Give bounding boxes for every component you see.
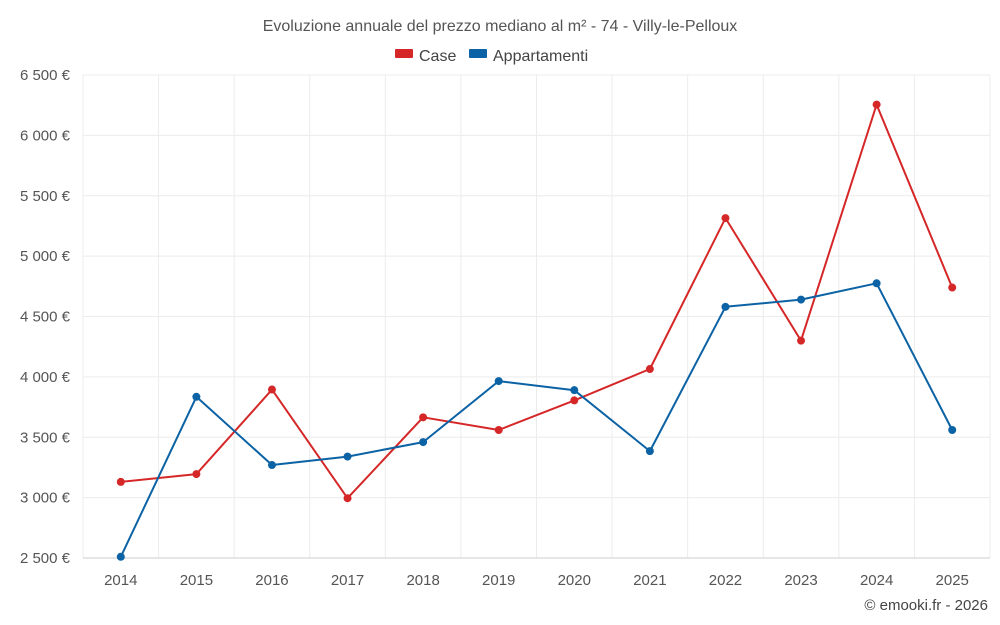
y-tick-label: 3 500 € <box>20 429 71 446</box>
legend-label-case: Case <box>419 48 456 65</box>
y-tick-label: 6 500 € <box>20 67 71 84</box>
data-point-case[interactable] <box>419 413 428 422</box>
data-point-appartamenti[interactable] <box>570 386 579 395</box>
data-point-appartamenti[interactable] <box>948 426 957 435</box>
data-point-case[interactable] <box>872 100 881 109</box>
x-axis-ticks: 2014 2015 2016 2017 2018 2019 2020 2021 2022 2023… <box>104 572 969 589</box>
legend-swatch-case <box>395 49 413 58</box>
x-tick-label: 2015 <box>180 572 213 589</box>
y-tick-label: 5 500 € <box>20 188 71 205</box>
legend-item-appartamenti[interactable]: Appartamenti <box>469 48 588 65</box>
data-point-appartamenti[interactable] <box>872 279 881 288</box>
data-point-appartamenti[interactable] <box>267 461 276 470</box>
data-point-case[interactable] <box>797 336 806 345</box>
x-tick-label: 2021 <box>633 572 666 589</box>
x-gridlines <box>82 75 991 558</box>
y-tick-label: 2 500 € <box>20 550 71 567</box>
data-point-case[interactable] <box>570 396 579 405</box>
data-point-appartamenti[interactable] <box>721 302 730 311</box>
data-point-appartamenti[interactable] <box>419 438 428 447</box>
legend: Case Appartamenti <box>395 48 588 65</box>
y-tick-label: 4 000 € <box>20 369 71 386</box>
x-tick-label: 2022 <box>709 572 742 589</box>
y-tick-label: 4 500 € <box>20 309 71 326</box>
data-point-appartamenti[interactable] <box>116 552 125 561</box>
legend-item-case[interactable]: Case <box>395 48 456 65</box>
y-tick-label: 6 000 € <box>20 127 71 144</box>
x-tick-label: 2018 <box>406 572 439 589</box>
data-point-appartamenti[interactable] <box>494 377 503 386</box>
data-point-appartamenti[interactable] <box>343 452 352 461</box>
x-tick-label: 2014 <box>104 572 137 589</box>
series-case <box>116 100 957 503</box>
y-tick-label: 5 000 € <box>20 248 71 265</box>
data-point-case[interactable] <box>116 477 125 486</box>
x-tick-label: 2020 <box>558 572 591 589</box>
chart-title: Evoluzione annuale del prezzo mediano al… <box>263 18 738 35</box>
data-point-case[interactable] <box>267 385 276 394</box>
data-point-case[interactable] <box>494 426 503 435</box>
x-tick-label: 2016 <box>255 572 288 589</box>
x-tick-label: 2017 <box>331 572 364 589</box>
data-point-case[interactable] <box>343 494 352 503</box>
data-point-case[interactable] <box>721 214 730 223</box>
data-point-case[interactable] <box>645 365 654 374</box>
data-point-case[interactable] <box>948 283 957 292</box>
legend-swatch-appartamenti <box>469 49 487 58</box>
series-line-case <box>120 103 954 500</box>
data-point-case[interactable] <box>192 470 201 479</box>
x-tick-label: 2023 <box>784 572 817 589</box>
data-point-appartamenti[interactable] <box>797 295 806 304</box>
data-point-appartamenti[interactable] <box>645 447 654 456</box>
series-line-appartamenti <box>119 282 954 558</box>
series-appartamenti <box>116 279 957 561</box>
x-tick-label: 2019 <box>482 572 515 589</box>
x-tick-label: 2024 <box>860 572 893 589</box>
credit-text: © emooki.fr - 2026 <box>864 597 988 614</box>
data-point-appartamenti[interactable] <box>192 392 201 401</box>
legend-label-appartamenti: Appartamenti <box>493 48 588 65</box>
y-tick-label: 3 000 € <box>20 490 71 507</box>
series-layer <box>116 100 957 561</box>
x-tick-label: 2025 <box>936 572 969 589</box>
y-axis-ticks: 2 500 € 3 000 € 3 500 € 4 000 € 4 500 € 5 000… <box>20 67 71 567</box>
